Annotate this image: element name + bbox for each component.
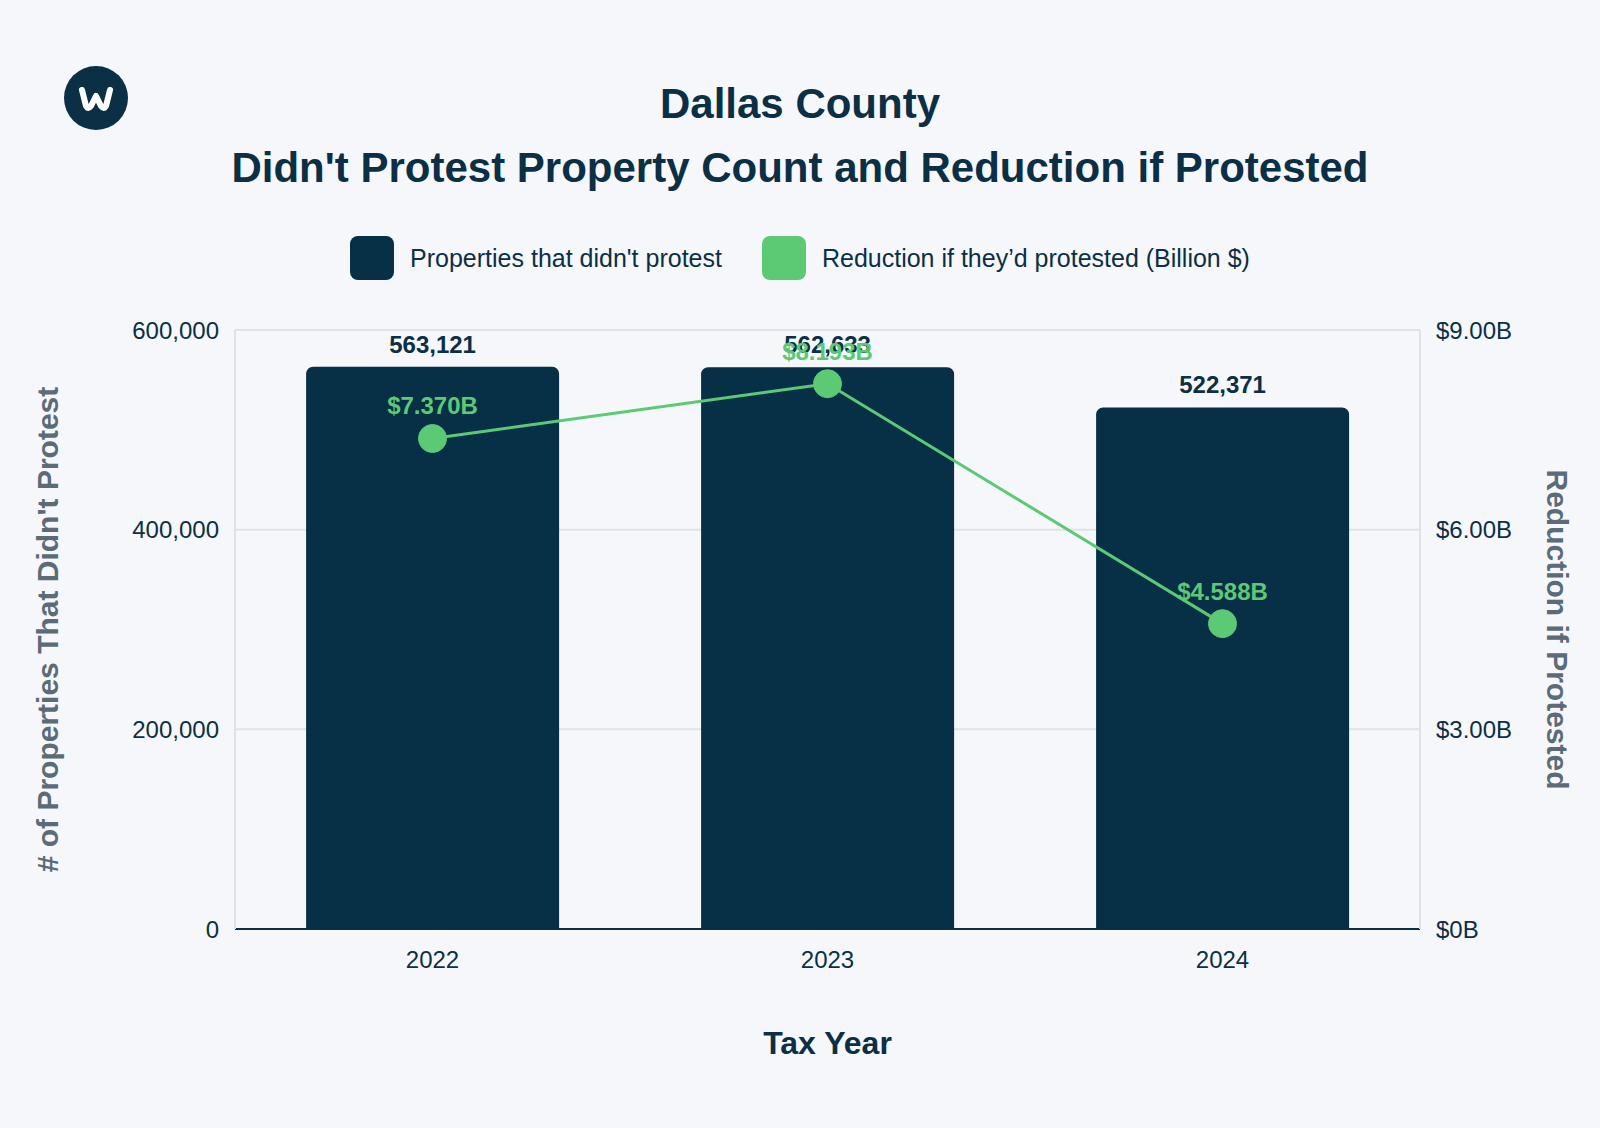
svg-text:Tax Year: Tax Year bbox=[763, 1025, 892, 1061]
svg-text:$4.588B: $4.588B bbox=[1177, 578, 1268, 605]
svg-text:2023: 2023 bbox=[801, 946, 854, 973]
html-text:Properties that didn't protest: Properties that didn't protest bbox=[410, 243, 722, 272]
svg-text:200,000: 200,000 bbox=[132, 716, 219, 743]
svg-text:# of Properties That Didn't Pr: # of Properties That Didn't Protest bbox=[31, 387, 64, 873]
svg-text:400,000: 400,000 bbox=[132, 516, 219, 543]
svg-text:0: 0 bbox=[206, 916, 219, 943]
svg-text:Reduction if Protested: Reduction if Protested bbox=[1541, 469, 1574, 789]
svg-text:2022: 2022 bbox=[406, 946, 459, 973]
html-text:Reduction if they’d protested: Reduction if they’d protested (Billion $… bbox=[821, 243, 1250, 272]
svg-text:$0B: $0B bbox=[1436, 916, 1479, 943]
svg-text:$7.370B: $7.370B bbox=[387, 392, 478, 419]
html-text:Didn't Protest Property Count: Didn't Protest Property Count and Reduct… bbox=[231, 144, 1369, 191]
svg-text:$8.193B: $8.193B bbox=[782, 338, 873, 365]
svg-text:2024: 2024 bbox=[1196, 946, 1249, 973]
html-text:Dallas County: Dallas County bbox=[660, 80, 940, 127]
svg-text:$6.00B: $6.00B bbox=[1436, 516, 1512, 543]
svg-text:563,121: 563,121 bbox=[389, 331, 476, 358]
svg-text:$3.00B: $3.00B bbox=[1436, 716, 1512, 743]
svg-text:$9.00B: $9.00B bbox=[1436, 317, 1512, 344]
svg-text:522,371: 522,371 bbox=[1179, 371, 1266, 398]
svg-text:600,000: 600,000 bbox=[132, 317, 219, 344]
